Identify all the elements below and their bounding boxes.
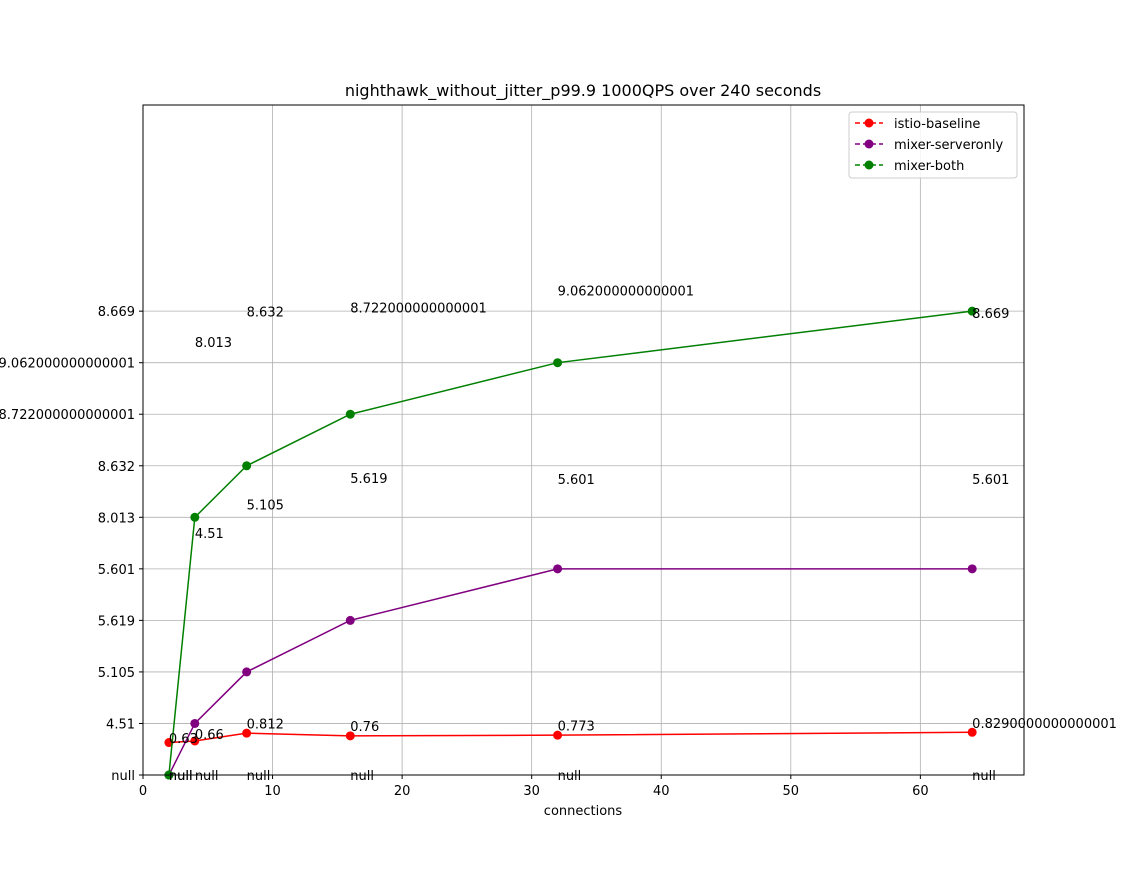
y-axis-ticks: null 4.51 5.105 5.619 5.601 8.013 8.632 8.72200… <box>0 305 143 784</box>
data-label: 8.632 <box>247 305 284 320</box>
legend-marker <box>864 160 874 170</box>
data-label: 5.619 <box>350 472 387 487</box>
data-point-istio-baseline[interactable] <box>967 727 977 737</box>
data-label: 4.51 <box>195 527 224 542</box>
data-point-istio-baseline[interactable] <box>164 738 174 748</box>
series-line-mixer-both <box>168 310 973 776</box>
y-tick-label: 5.619 <box>98 614 135 629</box>
data-label: 5.105 <box>247 499 284 514</box>
y-tick-label: 5.105 <box>98 666 135 681</box>
x-tick-label: 50 <box>783 784 800 799</box>
data-label: 9.062000000000001 <box>558 285 694 300</box>
data-label: 8.669 <box>972 307 1009 322</box>
data-label: null <box>972 769 996 784</box>
data-label: 5.601 <box>972 473 1009 488</box>
x-tick-label: 30 <box>523 784 540 799</box>
data-point-mixer-serveronly[interactable] <box>553 564 563 574</box>
legend-box <box>848 111 1018 179</box>
series-group <box>164 306 977 780</box>
data-labels-group: 0.63nullnull0.664.518.013null0.8125.1058… <box>169 285 1117 784</box>
data-point-mixer-both[interactable] <box>967 306 977 316</box>
x-tick-label: 10 <box>264 784 281 799</box>
data-label: 0.66 <box>195 728 224 743</box>
data-label: 0.76 <box>350 720 379 735</box>
data-point-mixer-both[interactable] <box>345 409 355 419</box>
data-label: null <box>169 769 193 784</box>
legend-item-mixer-both[interactable]: mixer-both <box>855 159 964 174</box>
legend-label: mixer-both <box>894 159 964 174</box>
y-tick-label: 5.601 <box>98 563 135 578</box>
y-tick-label: 8.669 <box>98 305 135 320</box>
plot-frame <box>142 104 1025 776</box>
data-label: null <box>169 769 193 784</box>
data-point-mixer-both[interactable] <box>242 461 252 471</box>
data-label: null <box>247 769 271 784</box>
y-tick-label: null <box>111 769 135 784</box>
x-tick-label: 0 <box>139 784 147 799</box>
legend[interactable]: istio-baseline mixer-serveronly mixer-both <box>848 111 1018 179</box>
data-point-mixer-serveronly[interactable] <box>190 718 200 728</box>
data-label: 0.773 <box>558 720 595 735</box>
y-tick-label: 4.51 <box>106 717 135 732</box>
data-point-istio-baseline[interactable] <box>345 731 355 741</box>
data-point-istio-baseline[interactable] <box>242 728 252 738</box>
legend-label: mixer-serveronly <box>894 138 1003 153</box>
data-label: 8.013 <box>195 336 232 351</box>
x-tick-label: 60 <box>912 784 929 799</box>
data-point-mixer-serveronly[interactable] <box>967 564 977 574</box>
x-axis-label: connections <box>544 804 623 819</box>
legend-marker <box>864 118 874 128</box>
legend-item-istio-baseline[interactable]: istio-baseline <box>855 117 980 132</box>
x-tick-label: 20 <box>394 784 411 799</box>
legend-label: istio-baseline <box>894 117 980 132</box>
data-label: null <box>558 769 582 784</box>
data-point-istio-baseline[interactable] <box>553 730 563 740</box>
series-line-mixer-serveronly <box>168 568 973 776</box>
x-axis-ticks: 0 10 20 30 40 50 60 <box>139 775 929 799</box>
data-label: 8.722000000000001 <box>350 302 486 317</box>
data-point-mixer-both[interactable] <box>553 358 563 368</box>
legend-item-mixer-serveronly[interactable]: mixer-serveronly <box>855 138 1003 153</box>
grid-lines <box>143 105 1024 775</box>
legend-marker <box>864 139 874 149</box>
data-point-mixer-both[interactable] <box>190 512 200 522</box>
data-label: 5.601 <box>558 473 595 488</box>
data-point-mixer-serveronly[interactable] <box>242 667 252 677</box>
data-point-mixer-serveronly[interactable] <box>345 615 355 625</box>
y-tick-label: 8.632 <box>98 460 135 475</box>
x-tick-label: 40 <box>653 784 670 799</box>
y-tick-label: 8.722000000000001 <box>0 408 135 423</box>
y-tick-label: 8.013 <box>98 511 135 526</box>
data-label: null <box>350 769 374 784</box>
chart-title: nighthawk_without_jitter_p99.9 1000QPS o… <box>345 81 821 101</box>
data-label: 0.63 <box>169 732 198 747</box>
y-tick-label: 9.062000000000001 <box>0 357 135 372</box>
data-label: 0.812 <box>247 718 284 733</box>
data-label: 0.8290000000000001 <box>972 717 1117 732</box>
data-point-istio-baseline[interactable] <box>190 736 200 746</box>
data-label: null <box>195 769 219 784</box>
